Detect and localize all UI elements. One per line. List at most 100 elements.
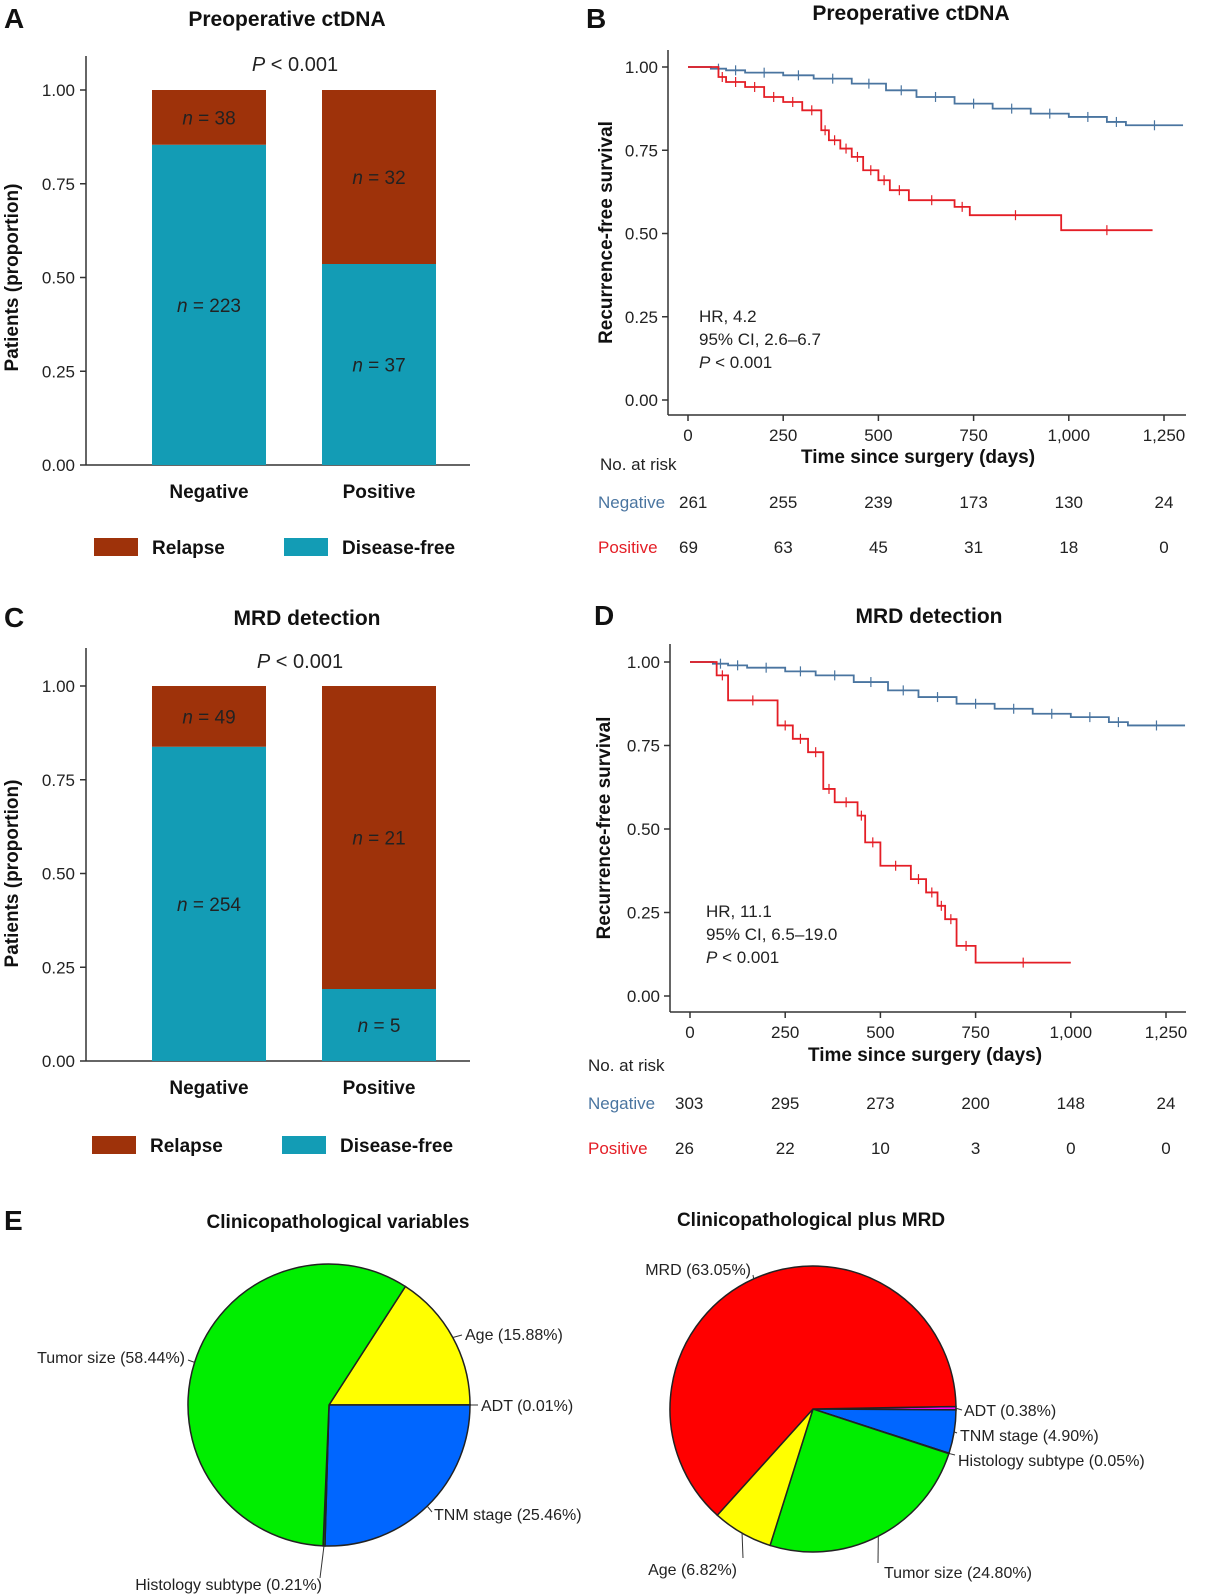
legend-swatch-disease-free xyxy=(282,1136,326,1154)
x-category-label: Negative xyxy=(169,1078,248,1099)
y-tick-label: 1.00 xyxy=(42,81,75,100)
panel-letter-e: E xyxy=(4,1205,23,1236)
pie-leader-line xyxy=(426,1505,433,1513)
pie-slice-label: Histology subtype (0.21%) xyxy=(135,1577,322,1594)
x-tick-label: 1,000 xyxy=(1050,1023,1093,1042)
panel-d-title: MRD detection xyxy=(856,605,1003,628)
hazard-ratio: HR, 4.2 xyxy=(699,307,757,326)
bar-count-label: n = 32 xyxy=(352,168,405,189)
bar-chart-c: 0.00 0.25 0.50 0.75 1.00 Patients (proportion… xyxy=(2,648,470,1157)
confidence-interval: 95% CI, 6.5–19.0 xyxy=(706,925,837,944)
risk-count: 24 xyxy=(1157,1094,1176,1113)
y-tick-label: 0.25 xyxy=(42,958,75,977)
y-tick-label: 0.00 xyxy=(625,391,658,410)
risk-count: 200 xyxy=(961,1094,989,1113)
panel-a: A Preoperative ctDNA P < 0.001 0.000.250… xyxy=(2,3,470,559)
y-axis-title: Recurrence-free survival xyxy=(596,121,617,344)
x-category-label: Positive xyxy=(343,482,416,503)
bar-segment-disease-free xyxy=(322,989,436,1061)
risk-table-header: No. at risk xyxy=(600,455,677,474)
y-tick-label: 0.25 xyxy=(627,904,660,923)
risk-count: 130 xyxy=(1055,493,1083,512)
bar-segment-relapse xyxy=(152,90,266,145)
bar-count-label: n = 223 xyxy=(177,296,241,317)
y-tick-label: 0.75 xyxy=(42,175,75,194)
pie-title: Clinicopathological plus MRD xyxy=(677,1210,945,1231)
x-tick-label: 750 xyxy=(959,426,987,445)
risk-count: 24 xyxy=(1155,493,1174,512)
y-tick-label: 0.25 xyxy=(625,308,658,327)
y-tick-label: 0.00 xyxy=(627,987,660,1006)
legend-swatch-relapse xyxy=(92,1136,136,1154)
risk-count: 148 xyxy=(1057,1094,1085,1113)
panel-a-title: Preoperative ctDNA xyxy=(188,8,385,31)
panel-letter-b: B xyxy=(586,3,606,34)
bar-segment-relapse xyxy=(152,686,266,747)
p-value: P < 0.001 xyxy=(699,353,772,372)
pie-slice xyxy=(669,1265,957,1517)
x-tick-label: 250 xyxy=(771,1023,799,1042)
y-tick-label: 1.00 xyxy=(627,653,660,672)
risk-count: 173 xyxy=(959,493,987,512)
panel-b: B Preoperative ctDNA 0.00 0.25 0.50 0.75 1.0… xyxy=(586,2,1186,557)
bar-count-label: n = 37 xyxy=(352,356,405,377)
bar-segment-relapse xyxy=(322,90,436,264)
bar-segment-disease-free xyxy=(152,746,266,1061)
pie-leader-line xyxy=(752,1274,755,1279)
pie-leader-line xyxy=(948,1452,956,1456)
y-tick-label: 0.75 xyxy=(625,141,658,160)
x-tick-label: 1,250 xyxy=(1143,426,1186,445)
bar-count-label: n = 21 xyxy=(352,829,405,850)
pie-leader-line xyxy=(319,1545,325,1579)
confidence-interval: 95% CI, 2.6–6.7 xyxy=(699,330,821,349)
km-chart-d: 0.00 0.25 0.50 0.75 1.00 0 250 500 750 1,000 1,250… xyxy=(588,644,1187,1158)
legend-label: Disease-free xyxy=(340,1136,453,1157)
legend-swatch-relapse xyxy=(94,538,138,556)
x-axis-title: Time since surgery (days) xyxy=(808,1045,1042,1066)
pie-slice-label: ADT (0.38%) xyxy=(964,1403,1056,1420)
x-tick-label: 0 xyxy=(685,1023,694,1042)
y-tick-label: 0.50 xyxy=(42,865,75,884)
risk-count: 31 xyxy=(964,538,983,557)
panel-c-title: MRD detection xyxy=(234,607,381,630)
bar-chart-a: 0.00 0.25 0.50 0.75 1.00 Patients (proportion… xyxy=(2,56,470,559)
y-tick-label: 0.00 xyxy=(42,456,75,475)
x-tick-label: 0 xyxy=(683,426,692,445)
risk-count: 0 xyxy=(1161,1139,1170,1158)
bar-count-label: n = 254 xyxy=(177,895,241,916)
pie-title: Clinicopathological variables xyxy=(207,1212,470,1233)
risk-count: 295 xyxy=(771,1094,799,1113)
risk-row-label-negative: Negative xyxy=(598,493,665,512)
bar-count-label: n = 49 xyxy=(182,707,235,728)
risk-count: 69 xyxy=(679,538,698,557)
x-category-label: Positive xyxy=(343,1078,416,1099)
panel-letter-d: D xyxy=(594,600,614,631)
y-tick-label: 1.00 xyxy=(625,58,658,77)
risk-count: 63 xyxy=(774,538,793,557)
pie-slice-label: Age (6.82%) xyxy=(648,1562,737,1579)
risk-count: 10 xyxy=(871,1139,890,1158)
risk-count: 261 xyxy=(679,493,707,512)
y-axis-title: Patients (proportion) xyxy=(2,184,23,372)
risk-count: 273 xyxy=(866,1094,894,1113)
pie-slice xyxy=(327,1285,471,1406)
x-tick-label: 250 xyxy=(769,426,797,445)
risk-count: 22 xyxy=(776,1139,795,1158)
pie-leader-line xyxy=(953,1431,958,1434)
p-value: P < 0.001 xyxy=(706,948,779,967)
panel-b-title: Preoperative ctDNA xyxy=(812,2,1009,25)
pie-slice-label: Histology subtype (0.05%) xyxy=(958,1453,1145,1470)
pie-leader-line xyxy=(452,1334,463,1338)
risk-count: 18 xyxy=(1059,538,1078,557)
panel-a-p-value: P < 0.001 xyxy=(252,54,338,76)
y-tick-label: 0.50 xyxy=(42,269,75,288)
risk-row-label-positive: Positive xyxy=(598,538,658,557)
y-tick-label: 0.00 xyxy=(42,1052,75,1071)
panel-d: D MRD detection 0.00 0.25 0.50 0.75 1.00 0 250… xyxy=(588,600,1187,1158)
pie-slice-label: TNM stage (4.90%) xyxy=(960,1428,1099,1445)
y-axis-title: Patients (proportion) xyxy=(2,780,23,968)
pie-slice-label: ADT (0.01%) xyxy=(481,1398,573,1415)
risk-count: 45 xyxy=(869,538,888,557)
pie-slice-label: MRD (63.05%) xyxy=(645,1262,751,1279)
